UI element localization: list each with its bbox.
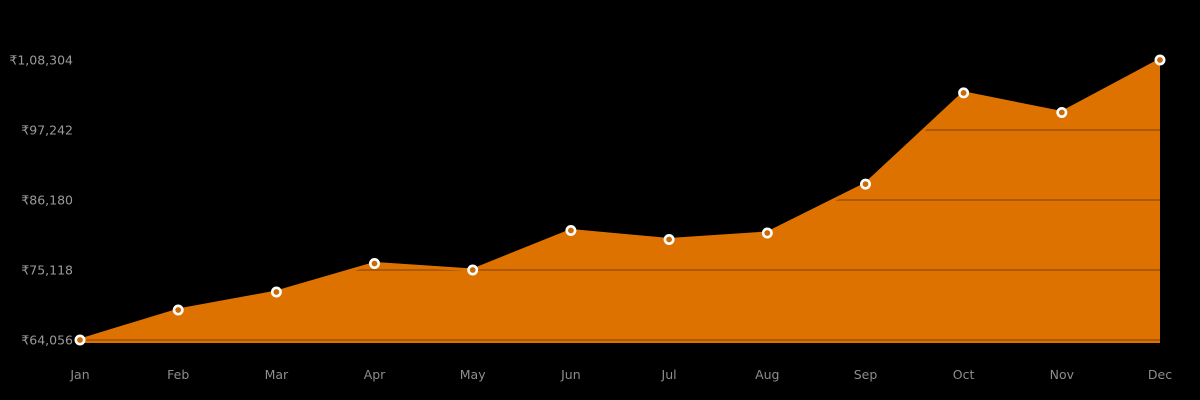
x-axis-tick-label-nov: Nov	[1050, 367, 1075, 382]
data-point-marker-may[interactable]	[467, 264, 479, 276]
y-axis-tick-label: ₹64,056	[21, 332, 73, 347]
x-axis-tick-label-jul: Jul	[661, 367, 677, 382]
data-point-marker-mar[interactable]	[270, 286, 282, 298]
data-point-marker-aug[interactable]	[761, 227, 773, 239]
line-layer	[78, 58, 1162, 342]
y-axis-tick-label: ₹86,180	[21, 192, 73, 207]
y-axis-tick-label: ₹1,08,304	[9, 52, 73, 67]
x-axis-tick-label-jan: Jan	[69, 367, 89, 382]
data-point-marker-feb[interactable]	[172, 304, 184, 316]
data-point-marker-oct[interactable]	[958, 87, 970, 99]
x-axis-tick-label-may: May	[460, 367, 486, 382]
data-point-marker-jun[interactable]	[565, 225, 577, 237]
data-point-marker-apr[interactable]	[368, 257, 380, 269]
y-axis-tick-label: ₹75,118	[21, 262, 73, 277]
data-point-marker-dec[interactable]	[1154, 54, 1166, 66]
data-point-marker-sep[interactable]	[859, 178, 871, 190]
x-axis-tick-label-feb: Feb	[167, 367, 189, 382]
x-axis-label-layer: Jan Feb Mar Apr May Jun Jul Aug Sep Oct Nov Dec	[69, 367, 1172, 382]
x-axis-tick-label-dec: Dec	[1148, 367, 1172, 382]
series-line	[78, 58, 1162, 342]
x-axis-tick-label-oct: Oct	[953, 367, 975, 382]
x-axis-tick-label-sep: Sep	[854, 367, 878, 382]
marker-layer	[74, 54, 1166, 346]
gridline-layer	[80, 59, 1160, 341]
y-axis-label-layer: ₹64,056 ₹75,118 ₹86,180 ₹97,242 ₹1,08,304	[9, 52, 73, 347]
area-fill-layer	[80, 60, 1160, 343]
data-point-marker-jan[interactable]	[74, 334, 86, 346]
series-area-fill	[80, 60, 1160, 343]
x-axis-tick-label-mar: Mar	[265, 367, 289, 382]
x-axis-tick-label-jun: Jun	[560, 367, 581, 382]
x-axis-tick-label-aug: Aug	[755, 367, 779, 382]
data-point-marker-jul[interactable]	[663, 234, 675, 246]
y-axis-tick-label: ₹97,242	[21, 122, 73, 137]
data-point-marker-nov[interactable]	[1056, 107, 1068, 119]
x-axis-tick-label-apr: Apr	[364, 367, 386, 382]
